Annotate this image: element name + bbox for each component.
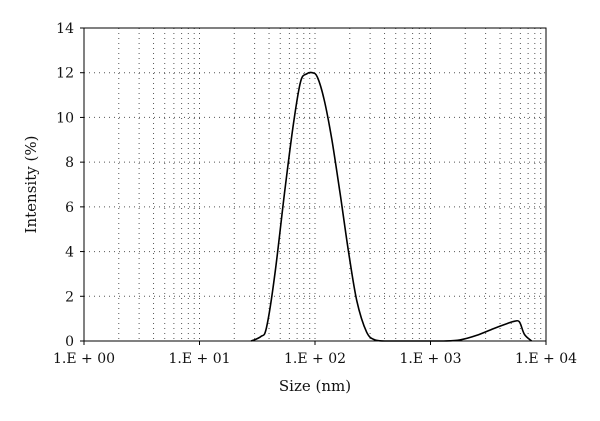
y-tick-label: 12	[56, 66, 74, 82]
y-tick-labels: 0 2 4 6 8 10 12 14	[56, 21, 84, 350]
x-tick-label: 1.E + 03	[399, 351, 461, 367]
y-tick-label: 8	[65, 155, 74, 171]
y-tick-label: 14	[56, 21, 74, 37]
series-layer	[250, 71, 533, 342]
x-tick-label: 1.E + 01	[168, 351, 230, 367]
x-tick-label: 1.E + 02	[284, 351, 346, 367]
y-tick-label: 2	[65, 289, 74, 305]
y-tick-label: 4	[65, 245, 74, 261]
y-tick-label: 6	[65, 200, 74, 216]
y-axis-title: Intensity (%)	[22, 136, 40, 234]
x-tick-label: 1.E + 00	[53, 351, 115, 367]
y-tick-label: 10	[56, 110, 74, 126]
x-tick-labels: 1.E + 00 1.E + 01 1.E + 02 1.E + 03 1.E + 04	[53, 341, 577, 367]
x-tick-label: 1.E + 04	[515, 351, 577, 367]
y-tick-label: 0	[65, 334, 74, 350]
series-line-0	[250, 71, 533, 342]
plot-frame	[83, 27, 547, 342]
x-axis-title: Size (nm)	[279, 377, 351, 395]
grid-layer	[84, 28, 546, 341]
